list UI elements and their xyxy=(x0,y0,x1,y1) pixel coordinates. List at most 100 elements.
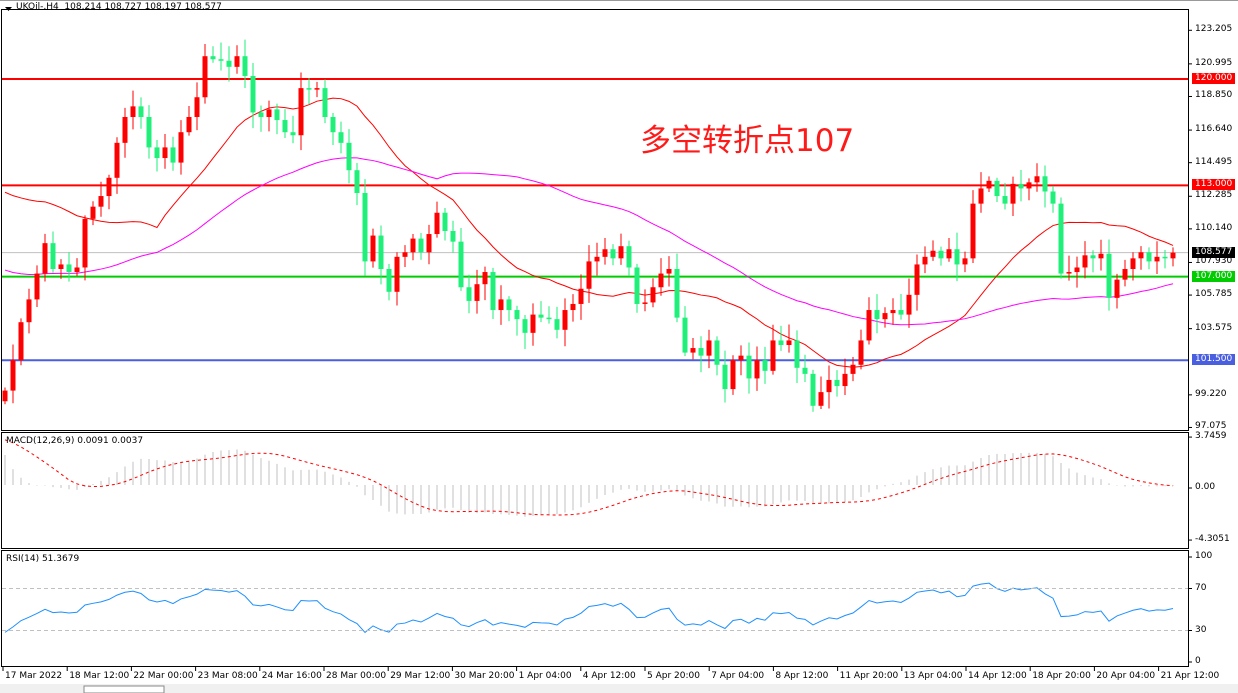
candle xyxy=(1010,176,1016,217)
candle-body xyxy=(74,267,80,273)
candle xyxy=(858,329,864,370)
candle-body xyxy=(130,106,136,117)
candle xyxy=(338,121,344,154)
macd-series xyxy=(4,439,1174,517)
candle xyxy=(730,355,736,395)
candle-body xyxy=(82,218,88,268)
candle-body xyxy=(506,299,512,311)
main-panel xyxy=(1,9,1189,431)
price-axis-label: 120.995 xyxy=(1195,57,1233,68)
time-axis-label: 28 Mar 00:00 xyxy=(326,671,387,681)
candle xyxy=(234,45,240,74)
candle-body xyxy=(354,170,360,193)
rsi-series xyxy=(4,582,1174,634)
candle-body xyxy=(618,246,624,259)
candle-body xyxy=(690,348,696,353)
candle xyxy=(386,264,392,301)
candle-body xyxy=(202,56,208,98)
candle-body xyxy=(794,340,800,368)
candle xyxy=(642,289,648,312)
candle xyxy=(474,269,480,314)
time-axis-label: 18 Apr 20:00 xyxy=(1032,671,1091,681)
candle xyxy=(658,258,664,296)
candle-body xyxy=(1154,256,1160,262)
candle xyxy=(482,266,488,301)
candle xyxy=(1050,185,1056,213)
candle-body xyxy=(922,256,928,265)
candle xyxy=(762,346,768,384)
candle xyxy=(1042,165,1048,208)
candle xyxy=(738,345,744,376)
candle xyxy=(1130,252,1136,281)
candle-body xyxy=(402,252,408,257)
axis-ticks xyxy=(2,29,1192,671)
candle-body xyxy=(738,355,744,361)
candle-body xyxy=(1074,267,1080,273)
candle xyxy=(882,307,888,328)
time-axis-label: 22 Mar 00:00 xyxy=(133,671,194,681)
candle xyxy=(802,354,808,383)
macd-axis-label: 3.7459 xyxy=(1195,431,1227,442)
candle xyxy=(962,251,968,273)
chart-tab[interactable] xyxy=(83,685,165,693)
candle xyxy=(546,306,552,324)
candle xyxy=(1154,241,1160,275)
candle-body xyxy=(26,299,32,323)
dropdown-triangle-icon[interactable] xyxy=(5,7,12,11)
candle xyxy=(946,238,952,262)
candle xyxy=(266,100,272,132)
candle-body xyxy=(466,287,472,301)
candle xyxy=(594,242,600,276)
candle xyxy=(682,306,688,357)
rsi-line xyxy=(4,582,1174,634)
candle xyxy=(818,376,824,410)
candle-body xyxy=(570,303,576,311)
candle-body xyxy=(842,373,848,387)
candle xyxy=(898,293,904,320)
ma-slow-line xyxy=(4,157,1174,326)
candle-body xyxy=(706,340,712,356)
candle-body xyxy=(154,147,160,159)
candle xyxy=(186,106,192,136)
candle xyxy=(34,265,40,308)
candle-body xyxy=(370,235,376,262)
time-axis-label: 24 Mar 16:00 xyxy=(261,671,322,681)
candle xyxy=(794,330,800,383)
candle-body xyxy=(898,310,904,315)
candle xyxy=(930,240,936,261)
candle-body xyxy=(1138,252,1144,259)
candle-body xyxy=(426,234,432,253)
candle xyxy=(810,369,816,412)
candle xyxy=(986,176,992,192)
candle xyxy=(314,81,320,98)
candle xyxy=(1114,273,1120,309)
candle-body xyxy=(722,364,728,390)
candle xyxy=(98,181,104,217)
candle xyxy=(954,232,960,282)
candle xyxy=(450,220,456,253)
price-axis-label: 105.785 xyxy=(1195,289,1233,300)
candle-body xyxy=(882,313,888,320)
candle xyxy=(466,274,472,314)
candle-body xyxy=(1066,272,1072,274)
candle xyxy=(10,344,16,404)
candle-body xyxy=(242,56,248,76)
candle xyxy=(714,336,720,376)
candle-body xyxy=(530,314,536,333)
macd-title: MACD(12,26,9) 0.0091 0.0037 xyxy=(6,436,144,446)
candle xyxy=(66,252,72,282)
time-axis-label: 18 Mar 12:00 xyxy=(69,671,130,681)
time-axis-label: 23 Mar 08:00 xyxy=(197,671,258,681)
candle xyxy=(226,46,232,82)
candle xyxy=(74,258,80,277)
candle-body xyxy=(498,299,504,311)
candles xyxy=(2,39,1176,412)
candle xyxy=(578,274,584,320)
candle xyxy=(106,174,112,210)
candle xyxy=(498,285,504,325)
candle xyxy=(522,315,528,350)
candle-body xyxy=(674,269,680,318)
candle-body xyxy=(698,348,704,356)
candle xyxy=(850,357,856,382)
candle-body xyxy=(554,319,560,330)
